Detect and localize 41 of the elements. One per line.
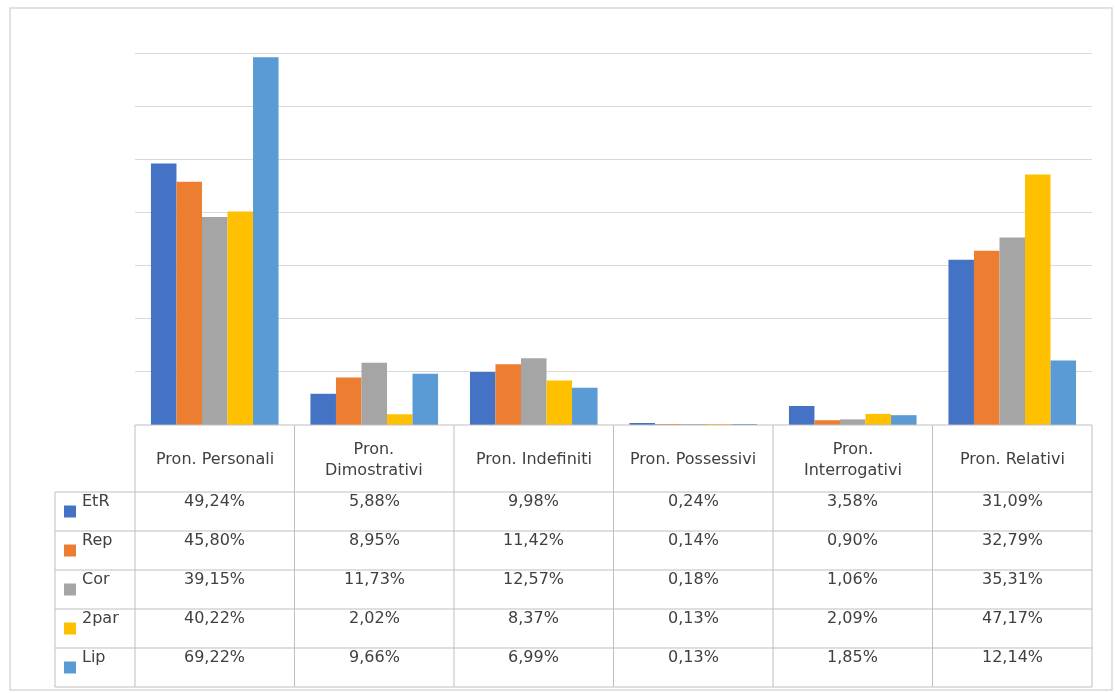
data-label: 39,15% [184,569,246,588]
data-label: 0,13% [668,647,719,666]
x-tick-label: Pron. Dimostrativi [325,439,423,479]
data-label: 5,88% [349,491,400,510]
data-label: 9,98% [508,491,559,510]
data-label: 31,09% [982,491,1044,510]
data-label: 11,42% [503,530,565,549]
x-tick-label: Pron. Interrogativi [804,439,902,479]
x-tick-label: Pron. Indefiniti [476,449,592,468]
data-label: 0,90% [827,530,878,549]
legend-label: Rep [82,530,113,549]
data-label: 3,58% [827,491,878,510]
data-label: 0,13% [668,608,719,627]
data-label: 8,95% [349,530,400,549]
data-label: 0,24% [668,491,719,510]
data-label: 9,66% [349,647,400,666]
data-label: 1,85% [827,647,878,666]
data-label: 6,99% [508,647,559,666]
data-label: 69,22% [184,647,246,666]
data-label: 47,17% [982,608,1044,627]
data-label: 12,57% [503,569,565,588]
data-label: 35,31% [982,569,1044,588]
data-label: 11,73% [344,569,406,588]
data-label: 49,24% [184,491,246,510]
data-label: 2,02% [349,608,400,627]
x-tick-label: Pron. Possessivi [630,449,757,468]
x-tick-label: Pron. Relativi [960,449,1065,468]
data-label: 40,22% [184,608,246,627]
legend-label: EtR [82,491,110,510]
data-label: 0,14% [668,530,719,549]
data-label: 2,09% [827,608,878,627]
data-label: 45,80% [184,530,246,549]
legend-label: Cor [82,569,110,588]
x-tick-label: Pron. Personali [156,449,275,468]
data-label: 32,79% [982,530,1044,549]
data-label: 8,37% [508,608,559,627]
legend-label: 2par [82,608,120,627]
data-label: 1,06% [827,569,878,588]
legend-label: Lip [82,647,106,666]
data-label: 12,14% [982,647,1044,666]
data-label: 0,18% [668,569,719,588]
